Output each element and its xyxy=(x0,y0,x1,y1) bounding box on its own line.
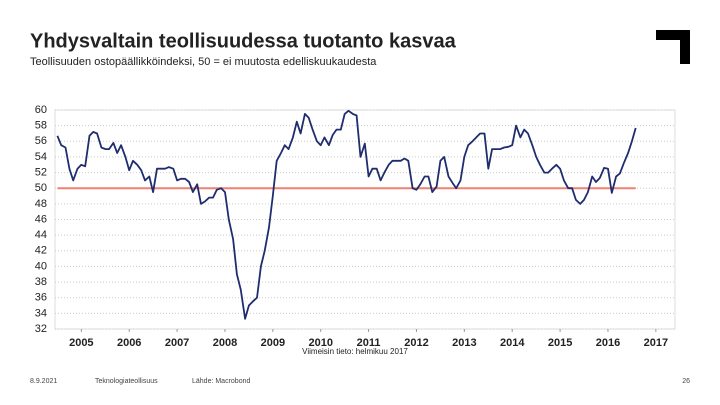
x-tick-label: 2008 xyxy=(213,337,237,349)
y-tick-label: 44 xyxy=(35,229,47,241)
y-tick-label: 40 xyxy=(35,260,47,272)
page-number: 26 xyxy=(682,378,690,385)
y-tick-label: 42 xyxy=(35,245,47,257)
y-tick-label: 60 xyxy=(35,104,47,116)
y-tick-label: 46 xyxy=(35,213,47,225)
logo xyxy=(656,30,690,64)
y-tick-label: 50 xyxy=(35,182,47,194)
y-tick-label: 48 xyxy=(35,198,47,210)
x-tick-label: 2006 xyxy=(117,337,141,349)
x-tick-label: 2013 xyxy=(452,337,476,349)
x-tick-label: 2007 xyxy=(165,337,189,349)
footer-org: Teknologiateollisuus xyxy=(95,378,158,385)
y-tick-label: 38 xyxy=(35,276,47,288)
slide-subtitle: Teollisuuden ostopäällikköindeksi, 50 = … xyxy=(30,56,377,68)
series-line xyxy=(56,109,637,320)
y-tick-label: 36 xyxy=(35,292,47,304)
x-tick-label: 2016 xyxy=(596,337,620,349)
x-tick-label: 2005 xyxy=(69,337,93,349)
slide-title: Yhdysvaltain teollisuudessa tuotanto kas… xyxy=(30,30,457,52)
y-tick-label: 56 xyxy=(35,135,47,147)
x-tick-label: 2012 xyxy=(404,337,428,349)
chart-note: Viimeisin tieto: helmikuu 2017 xyxy=(302,347,408,356)
y-tick-label: 54 xyxy=(35,151,47,163)
x-tick-label: 2011 xyxy=(357,337,381,349)
x-tick-label: 2010 xyxy=(308,337,332,349)
y-tick-label: 58 xyxy=(35,120,47,132)
x-tick-label: 2015 xyxy=(548,337,572,349)
x-tick-label: 2014 xyxy=(500,337,525,349)
x-tick-label: 2017 xyxy=(644,337,668,349)
footer-date: 8.9.2021 xyxy=(30,378,57,385)
x-tick-label: 2009 xyxy=(261,337,285,349)
y-tick-label: 52 xyxy=(35,166,47,178)
y-tick-label: 34 xyxy=(35,307,47,319)
footer-source: Lähde: Macrobond xyxy=(192,378,250,385)
y-tick-label: 32 xyxy=(35,323,47,335)
